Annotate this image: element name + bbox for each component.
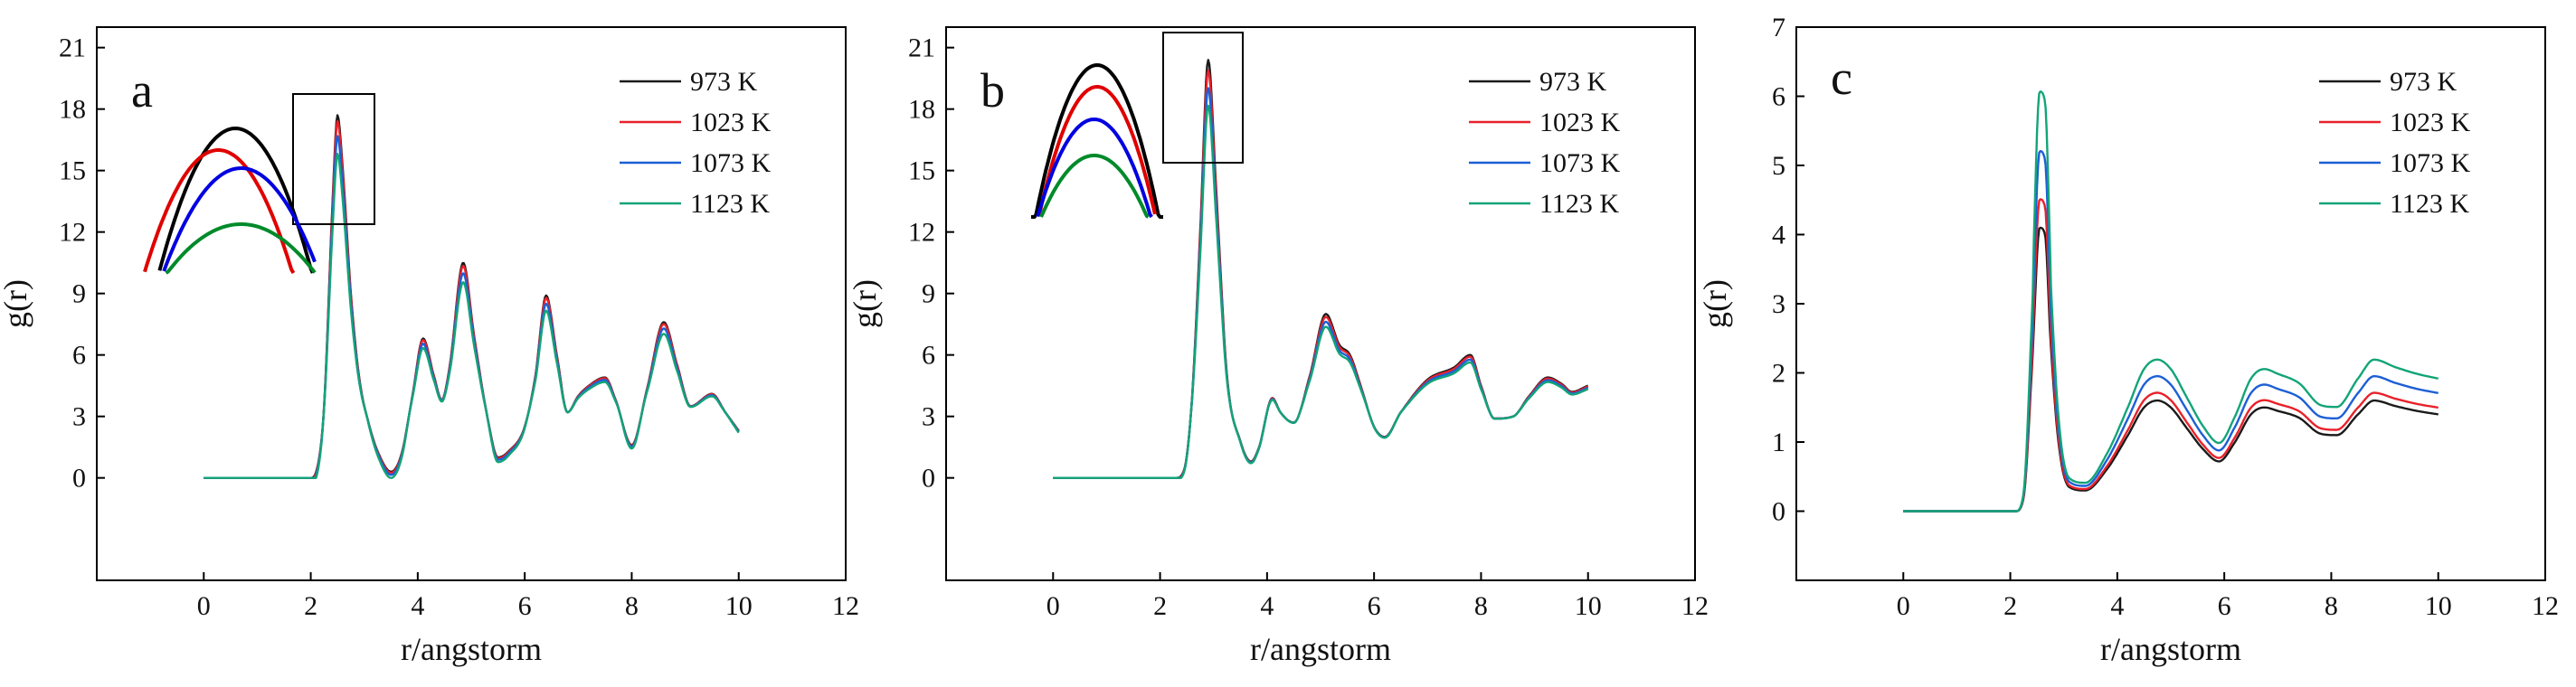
series-line-1023k [1903,198,2439,513]
panel-letter: a [131,63,153,118]
x-axis-label: r/angstorm [2100,631,2241,667]
plot-frame [96,26,847,581]
x-tick-label: 2 [1153,591,1167,621]
y-tick-label: 6 [72,341,86,371]
x-tick-label: 0 [1046,591,1060,621]
y-tick-label: 4 [1772,221,1785,250]
x-tick-label: 6 [1368,591,1381,621]
x-tick-label: 0 [1897,591,1910,621]
zoom-inset [143,127,317,275]
panel-b: 0 2 4 6 8 10 12 0 3 6 9 12 15 18 21 r/angstorm g(r) 973 K… [847,26,1709,667]
x-axis-label: r/angstorm [401,631,542,667]
legend: 973 K 1023 K 1073 K 1123 K [620,67,772,219]
panel-letter: c [1831,51,1852,105]
legend-label: 973 K [690,67,758,97]
legend-label: 1123 K [1539,189,1619,219]
legend-label: 973 K [2390,67,2458,97]
panel-letter: b [980,63,1005,118]
series-line-1123k [204,153,740,479]
x-tick-label: 4 [2110,591,2124,621]
inset-line-1123k [165,222,317,275]
zoom-box [1162,32,1244,164]
x-tick-label: 10 [1575,591,1602,621]
y-tick-label: 6 [922,341,935,371]
y-axis-label: g(r) [0,279,33,328]
x-tick-label: 6 [2218,591,2231,621]
y-tick-label: 3 [922,402,935,432]
inset-line-1023k [143,148,296,275]
y-tick-label: 1 [1772,428,1785,457]
inset-line-1123k [1039,154,1150,219]
x-tick-label: 12 [832,591,859,621]
legend-label: 1123 K [2390,189,2469,219]
y-axis-label: g(r) [847,279,883,328]
legend-label: 1073 K [2390,148,2471,178]
legend-label: 1073 K [1539,148,1621,178]
x-tick-label: 8 [1474,591,1488,621]
y-tick-label: 0 [922,464,935,494]
inset-line-1073k [1036,118,1153,219]
inset-line-1073k [162,166,317,272]
x-tick-label: 10 [2425,591,2452,621]
legend-label: 1023 K [1539,108,1621,137]
y-tick-label: 2 [1772,359,1785,389]
series-line-1073k [1053,87,1589,479]
y-tick-label: 18 [59,95,86,125]
legend: 973 K 1023 K 1073 K 1123 K [1469,67,1621,219]
zoom-inset [1030,63,1164,219]
y-tick-label: 7 [1772,13,1785,42]
zoom-box [292,93,375,225]
x-tick-label: 4 [411,591,424,621]
legend-label: 973 K [1539,67,1607,97]
series-line-1023k [204,119,740,479]
x-tick-label: 10 [725,591,753,621]
legend-label: 1023 K [2390,108,2471,137]
plot-frame [945,26,1696,581]
y-tick-label: 0 [72,464,86,494]
y-tick-label: 18 [908,95,935,125]
x-tick-label: 12 [2532,591,2559,621]
legend-label: 1073 K [690,148,772,178]
y-tick-label: 0 [1772,497,1785,527]
y-tick-label: 21 [908,33,935,63]
x-tick-label: 6 [518,591,532,621]
x-tick-label: 8 [625,591,639,621]
y-tick-label: 3 [1772,289,1785,319]
y-tick-label: 15 [59,156,86,186]
x-tick-label: 2 [2003,591,2017,621]
panel-a: 0 2 4 6 8 10 12 0 3 6 9 12 15 18 21 r/angstorm g(r) 973 K… [0,26,859,667]
inset-line-973k [157,127,315,274]
legend-label: 1023 K [690,108,772,137]
inset-line-1023k [1037,85,1157,215]
y-tick-label: 9 [922,279,935,309]
series-line-1073k [1903,150,2439,513]
y-tick-label: 6 [1772,82,1785,112]
y-tick-label: 9 [72,279,86,309]
y-tick-label: 21 [59,33,86,63]
y-tick-label: 5 [1772,151,1785,181]
y-tick-label: 12 [59,218,86,248]
x-tick-label: 2 [304,591,317,621]
x-tick-label: 0 [197,591,211,621]
legend: 973 K 1023 K 1073 K 1123 K [2319,67,2471,219]
series-line-973k [204,114,740,479]
y-tick-label: 3 [72,402,86,432]
x-tick-label: 4 [1260,591,1274,621]
x-tick-label: 12 [1681,591,1709,621]
y-axis-label: g(r) [1697,279,1733,328]
y-tick-label: 15 [908,156,935,186]
series-line-1123k [1903,90,2439,513]
x-axis-label: r/angstorm [1250,631,1391,667]
y-tick-label: 12 [908,218,935,248]
x-tick-label: 8 [2325,591,2338,621]
inset-line-973k [1030,63,1164,219]
legend-label: 1123 K [690,189,770,219]
series-line-1123k [1053,104,1589,479]
